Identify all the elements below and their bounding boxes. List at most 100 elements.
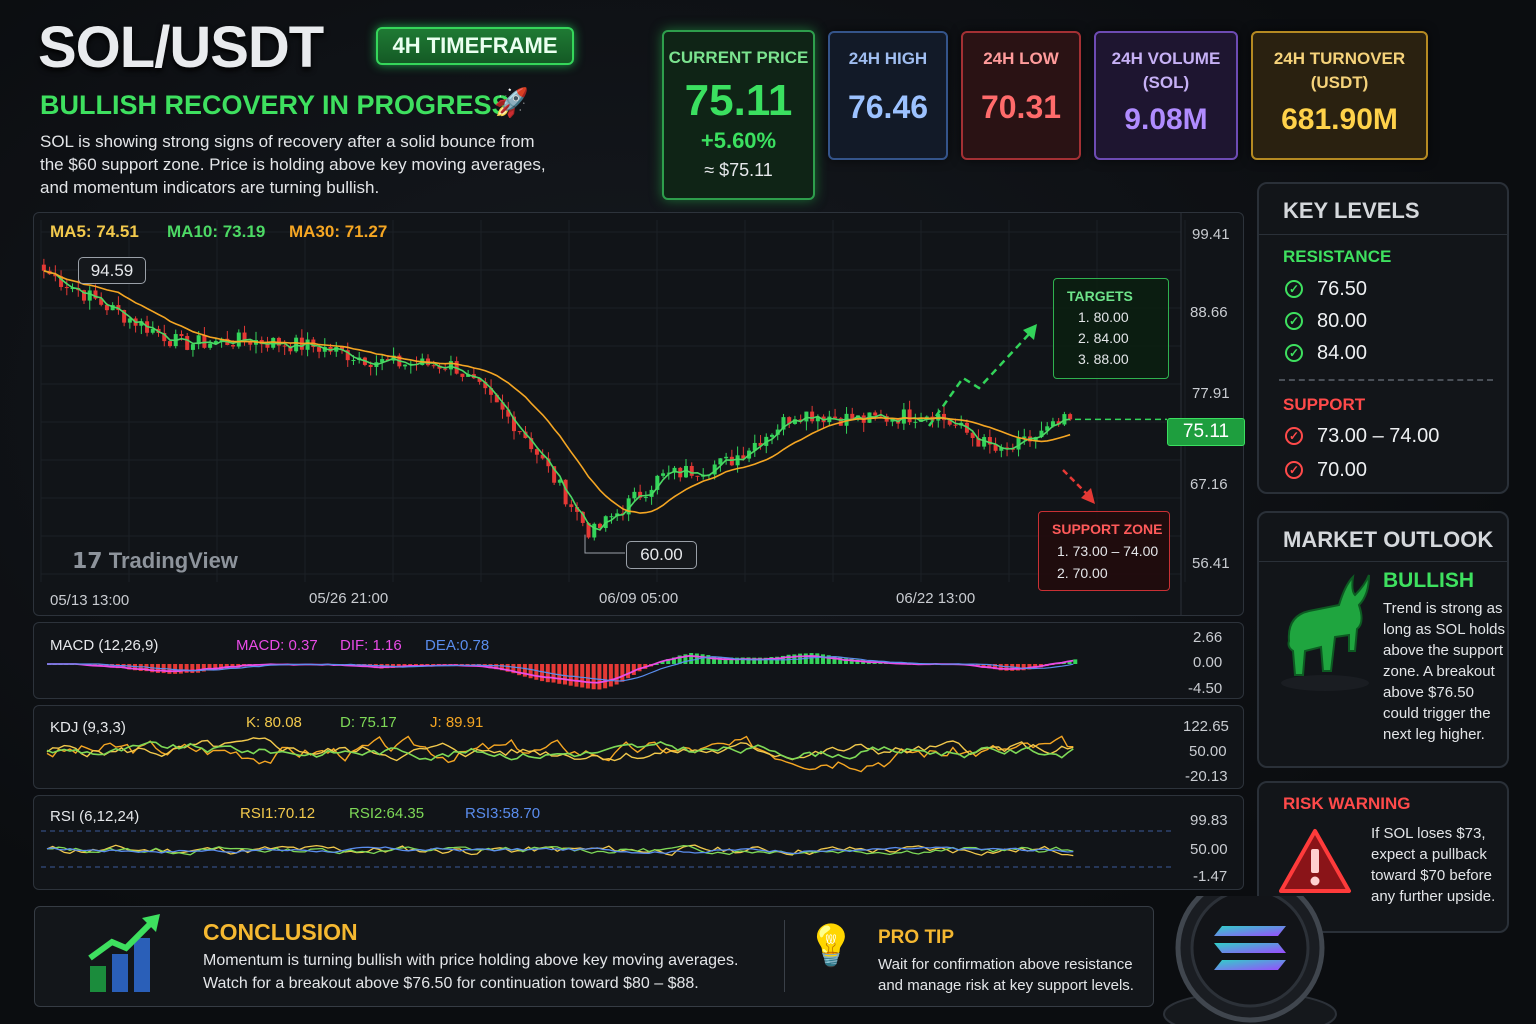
macd-bar	[585, 664, 590, 689]
macd-bar	[1027, 664, 1032, 670]
check-icon: ✓	[1285, 312, 1303, 330]
candle	[672, 467, 677, 473]
solana-logo-icon	[1163, 896, 1337, 1024]
candle	[477, 378, 482, 382]
candle	[534, 449, 539, 455]
candle	[59, 276, 64, 287]
candle	[873, 412, 878, 416]
timeframe-badge[interactable]: 4H TIMEFRAME	[376, 27, 574, 65]
macd-bar	[746, 657, 751, 664]
macd-bar	[528, 664, 533, 679]
kdj-chart[interactable]	[33, 705, 1173, 789]
candle	[500, 402, 505, 410]
conclusion-line-1: Momentum is turning bullish with price h…	[203, 952, 739, 969]
macd-bar	[993, 664, 998, 670]
targets-box: TARGETS 1. 80.00 2. 84.00 3. 88.00	[1053, 278, 1169, 379]
candle	[907, 409, 912, 423]
market-outlook-panel: MARKET OUTLOOK BULLISH Trend is strong a…	[1257, 511, 1509, 768]
macd-bar	[488, 664, 493, 669]
candle	[231, 344, 236, 347]
candle	[87, 290, 92, 301]
conclusion-line-2: Watch for a breakout above $76.50 for co…	[203, 975, 699, 992]
candle	[850, 413, 855, 420]
candle	[999, 447, 1004, 451]
candle	[827, 416, 832, 423]
macd-chart[interactable]	[33, 622, 1173, 699]
candle	[345, 350, 350, 361]
high-price-tag: 94.59	[78, 257, 146, 284]
dif-line	[47, 654, 1074, 684]
volume-value: 9.08M	[1124, 103, 1208, 136]
current-price-label: CURRENT PRICE	[668, 48, 809, 67]
candle	[833, 416, 838, 419]
candle	[1050, 421, 1055, 427]
candle	[855, 415, 861, 420]
candle	[810, 411, 815, 422]
candle	[64, 286, 69, 289]
candle	[804, 411, 809, 422]
candle	[511, 416, 517, 432]
candle	[557, 479, 562, 483]
candle	[99, 298, 104, 305]
rsi-tick: 50.00	[1190, 841, 1228, 858]
candle	[339, 347, 345, 351]
turnover-label: 24H TURNOVER (USDT)	[1273, 49, 1406, 92]
macd-bar	[700, 654, 705, 664]
turnover-card: 24H TURNOVER (USDT) 681.90M	[1251, 31, 1428, 160]
macd-bar	[689, 652, 694, 664]
d-line	[46, 741, 1074, 761]
candle	[506, 409, 511, 417]
macd-title: MACD (12,26,9)	[50, 637, 159, 654]
rsi1-value: RSI1:70.12	[240, 805, 316, 822]
tradingview-logo-icon: 𝟭𝟳	[72, 548, 109, 573]
candle	[494, 394, 499, 403]
macd-bar	[557, 664, 562, 684]
macd-bar	[574, 664, 579, 687]
x-tick: 05/13 13:00	[50, 592, 130, 609]
x-tick: 05/26 21:00	[309, 590, 389, 607]
macd-tick: 2.66	[1193, 629, 1223, 646]
candle	[431, 365, 436, 367]
candle	[575, 507, 580, 512]
macd-bar	[608, 664, 613, 687]
y-tick: 77.91	[1192, 385, 1230, 402]
macd-bar	[637, 664, 642, 672]
low-label: 24H LOW	[983, 49, 1059, 68]
conclusion-panel	[34, 906, 1154, 1007]
macd-bar	[213, 664, 218, 671]
macd-bar	[723, 657, 728, 664]
candle	[609, 516, 614, 518]
candle	[1033, 437, 1038, 442]
macd-bar	[752, 657, 757, 664]
high-label: 24H HIGH	[848, 49, 928, 68]
candle	[540, 454, 545, 459]
candle	[775, 429, 780, 435]
dea-value: DEA:0.78	[425, 637, 490, 654]
target-arrowhead	[1023, 324, 1037, 340]
candle	[41, 264, 46, 271]
kdj-tick: -20.13	[1185, 768, 1228, 785]
y-tick: 67.16	[1190, 476, 1228, 493]
rsi-chart[interactable]	[33, 795, 1173, 890]
price-chart[interactable]	[33, 212, 1244, 616]
check-icon: ✓	[1285, 427, 1303, 445]
candle	[1056, 421, 1061, 425]
candle	[179, 334, 184, 336]
candle	[443, 368, 448, 370]
candle	[288, 346, 293, 352]
candle	[1045, 426, 1050, 431]
candle	[913, 421, 918, 423]
candle	[489, 388, 494, 395]
candle	[483, 381, 488, 389]
macd-bar	[717, 656, 722, 664]
candle	[815, 416, 820, 422]
macd-value: MACD: 0.37	[236, 637, 318, 654]
candle	[597, 523, 603, 528]
candle	[351, 360, 356, 362]
macd-bar	[207, 664, 212, 671]
macd-bar	[196, 664, 201, 673]
last-price-tag: 75.11	[1167, 418, 1245, 446]
ma10-line	[43, 270, 1071, 531]
resistance-label: RESISTANCE	[1283, 247, 1392, 266]
macd-bar	[729, 657, 734, 664]
